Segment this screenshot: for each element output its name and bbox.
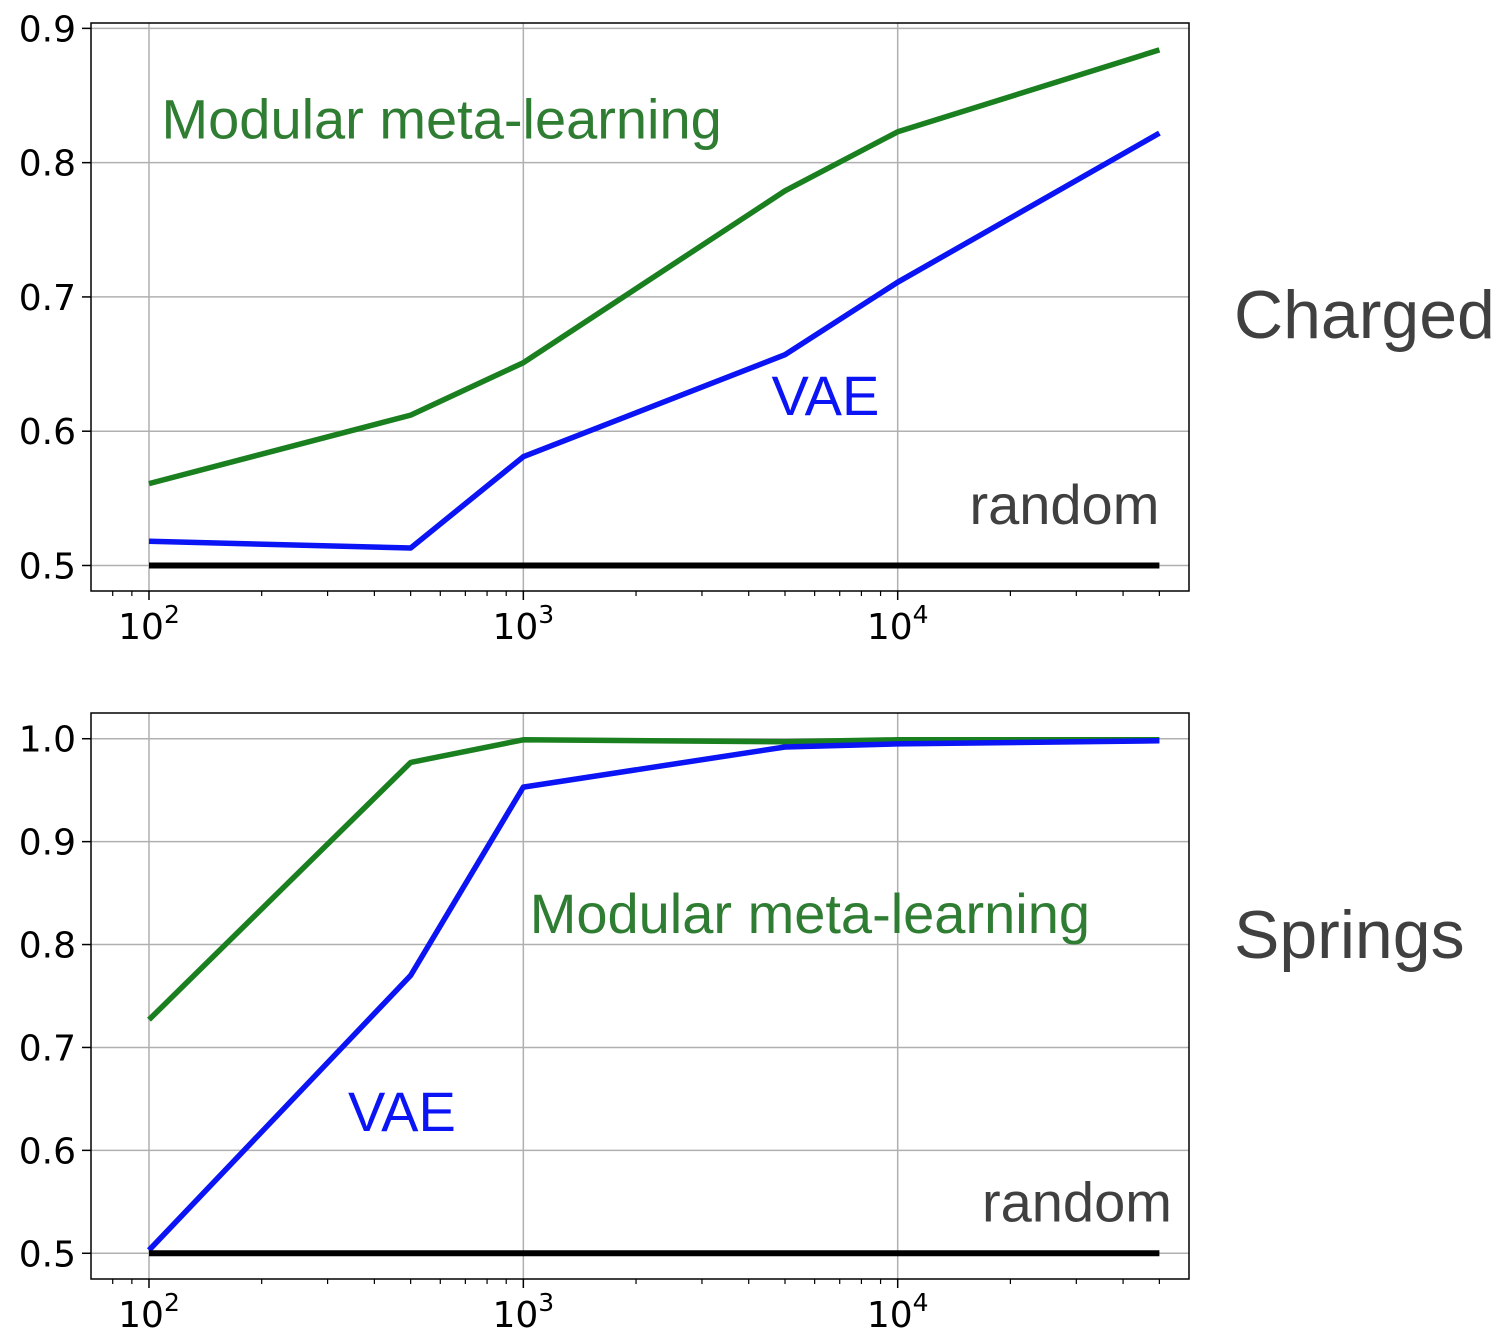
- y-tick-label: 0.7: [19, 278, 76, 319]
- y-tick-label: 0.8: [19, 926, 76, 967]
- plot-frame: [90, 22, 1190, 592]
- series-line-modular-meta-learning: [147, 737, 1160, 1022]
- y-tick-label: 0.9: [19, 823, 76, 864]
- y-tick-label: 0.5: [19, 546, 76, 587]
- annotation-random: random: [969, 473, 1159, 536]
- annotation-vae: VAE: [771, 364, 879, 427]
- series-line-vae: [147, 738, 1160, 1253]
- x-tick-label: 103: [492, 600, 554, 648]
- annotation-vae: VAE: [348, 1080, 456, 1143]
- annotation-modular-meta-learning: Modular meta-learning: [530, 882, 1090, 945]
- y-tick-label: 0.9: [19, 9, 76, 50]
- row-label-springs: Springs: [1234, 897, 1465, 973]
- charged-chart: 102 103 104 0.5 0.6 0.7 0.8 0.9 Modular meta-lea…: [19, 9, 1495, 648]
- y-tick-label: 0.6: [19, 1131, 76, 1172]
- y-tick-label: 1.0: [19, 720, 76, 761]
- plot-frame: [90, 712, 1190, 1280]
- x-tick-label: 104: [867, 600, 929, 648]
- series-line-modular-meta-learning: [148, 47, 1161, 487]
- annotation-random: random: [982, 1170, 1172, 1233]
- y-tick-label: 0.6: [19, 412, 76, 453]
- x-tick-label: 104: [867, 1288, 929, 1336]
- y-tick-label: 0.7: [19, 1028, 76, 1069]
- x-tick-label: 102: [118, 600, 180, 648]
- series-line-vae: [148, 130, 1161, 551]
- x-tick-label: 102: [118, 1288, 180, 1336]
- springs-chart: 102 103 104 0.5 0.6 0.7 0.8 0.9 1.0 Modular meta-…: [19, 712, 1465, 1336]
- y-tick-label: 0.5: [19, 1234, 76, 1275]
- y-tick-label: 0.8: [19, 144, 76, 185]
- row-label-charged: Charged: [1234, 277, 1495, 353]
- annotation-modular-meta-learning: Modular meta-learning: [162, 87, 722, 150]
- x-tick-label: 103: [492, 1288, 554, 1336]
